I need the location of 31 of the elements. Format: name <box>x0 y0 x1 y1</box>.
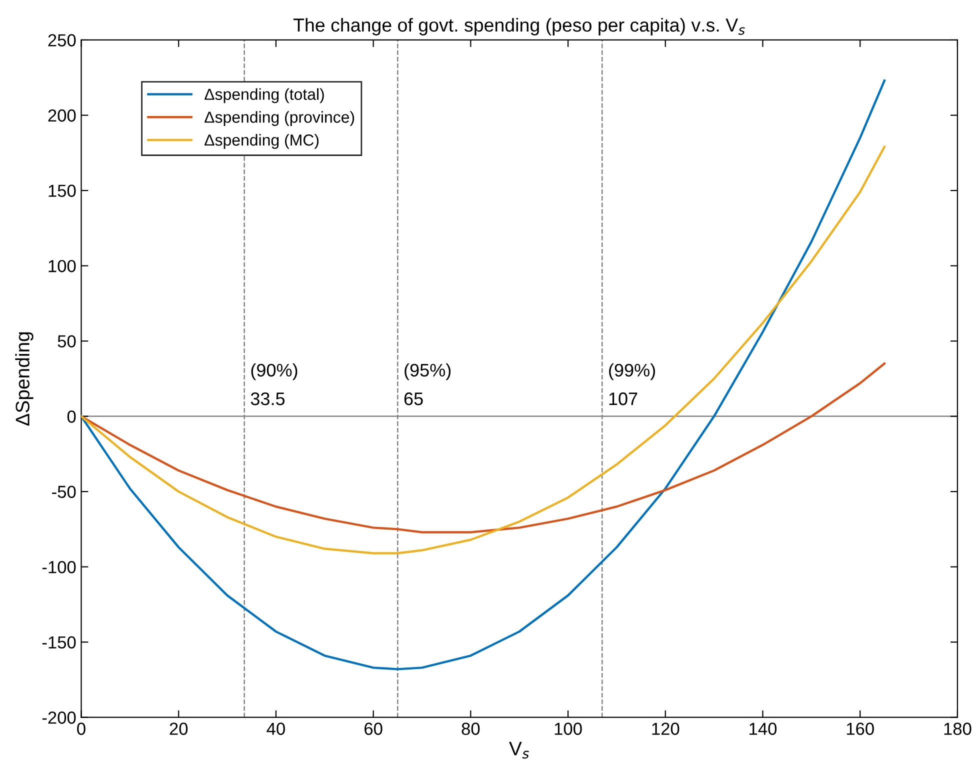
y-tick-label: -200 <box>42 712 76 724</box>
x-tick-label: 80 <box>462 722 480 735</box>
ref-line-label: (95%) 65 <box>404 363 451 406</box>
ref-line-label: (90%) 33.5 <box>250 363 298 406</box>
x-axis-title: V$_{s}$ <box>509 742 529 759</box>
y-tick-label: 150 <box>48 184 76 197</box>
y-tick-label: 100 <box>48 260 76 272</box>
y-tick-label: 50 <box>58 335 76 348</box>
y-tick-label: 250 <box>48 34 76 46</box>
y-tick-label: -50 <box>52 486 76 498</box>
line-series <box>81 80 886 670</box>
y-tick-label: -150 <box>42 636 76 649</box>
x-tick-label: 120 <box>652 722 680 735</box>
x-tick-label: 180 <box>944 722 972 735</box>
x-tick-label: 100 <box>554 722 582 735</box>
y-tick-label: 0 <box>67 410 76 423</box>
legend-label: Δspending (total) <box>204 88 324 104</box>
line-series <box>81 362 886 534</box>
x-tick-label: 160 <box>846 722 874 735</box>
x-tick-label: 40 <box>266 722 285 735</box>
ref-line-label: (99%) 107 <box>609 363 655 406</box>
y-tick-label: -100 <box>42 561 76 574</box>
x-tick-label: 20 <box>170 722 188 735</box>
chart-title: The change of govt. spending (peso per capita) v.s. V$_{s}$ <box>293 18 745 36</box>
x-tick-label: 0 <box>77 722 86 735</box>
legend-label: Δspending (province) <box>204 111 354 126</box>
x-tick-label: 60 <box>364 722 382 735</box>
y-tick-label: 200 <box>48 109 76 122</box>
x-tick-label: 140 <box>750 722 777 735</box>
legend-label: Δspending (MC) <box>204 134 319 149</box>
y-axis-title: ΔSpending <box>15 332 34 426</box>
